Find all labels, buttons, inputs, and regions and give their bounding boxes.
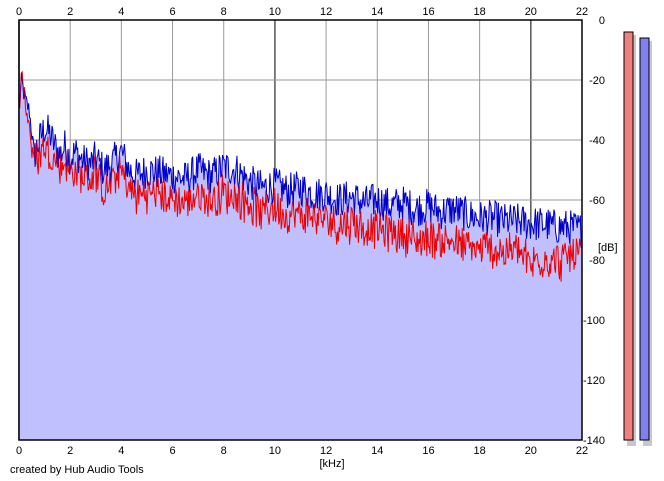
y-tick-label: -120 — [583, 375, 605, 387]
x-tick-label-bottom: 16 — [422, 445, 434, 457]
x-tick-label-bottom: 20 — [525, 445, 537, 457]
x-tick-label: 22 — [576, 6, 588, 18]
spectrum-line-red — [18, 70, 583, 282]
plot-frame — [18, 19, 583, 441]
x-tick-label: 18 — [474, 6, 486, 18]
x-axis-label: [kHz] — [319, 458, 344, 470]
spectrum-line-blue-overlay — [18, 72, 583, 249]
y-tick-labels: 0 -20 -40 -60 -80 -100 -120 -140 — [583, 15, 605, 447]
x-tick-label: 8 — [221, 6, 227, 18]
x-tick-label: 16 — [422, 6, 434, 18]
x-tick-label-bottom: 2 — [67, 445, 73, 457]
x-tick-label-bottom: 4 — [118, 445, 124, 457]
x-tick-label-bottom: 14 — [371, 445, 383, 457]
x-tick-label: 0 — [16, 6, 22, 18]
x-tick-label: 10 — [269, 6, 281, 18]
x-tick-label-bottom: 0 — [16, 445, 22, 457]
x-tick-label-bottom: 6 — [169, 445, 175, 457]
x-tick-label-bottom: 10 — [269, 445, 281, 457]
series-layer — [18, 70, 583, 441]
y-axis-label: [dB] — [598, 242, 618, 254]
x-tick-label-bottom: 8 — [221, 445, 227, 457]
x-tick-label-bottom: 18 — [474, 445, 486, 457]
level-meters — [623, 31, 652, 446]
x-tick-label: 20 — [525, 6, 537, 18]
y-tick-label: 0 — [599, 15, 605, 27]
plot-border — [18, 19, 583, 441]
x-tick-label-bottom: 22 — [576, 445, 588, 457]
x-tick-label: 14 — [371, 6, 383, 18]
level-meter-left — [623, 31, 634, 441]
y-tick-label: -100 — [583, 315, 605, 327]
y-tick-label: -20 — [589, 75, 605, 87]
y-tick-label: -80 — [589, 255, 605, 267]
x-tick-label: 4 — [118, 6, 124, 18]
x-tick-label-bottom: 12 — [320, 445, 332, 457]
x-tick-label: 2 — [67, 6, 73, 18]
y-tick-label: -60 — [589, 195, 605, 207]
credit-text: created by Hub Audio Tools — [10, 464, 144, 476]
y-tick-label: -40 — [589, 135, 605, 147]
level-meter-right — [639, 37, 650, 441]
x-tick-label: 6 — [169, 6, 175, 18]
y-tick-label: -140 — [583, 435, 605, 447]
x-tick-label: 12 — [320, 6, 332, 18]
